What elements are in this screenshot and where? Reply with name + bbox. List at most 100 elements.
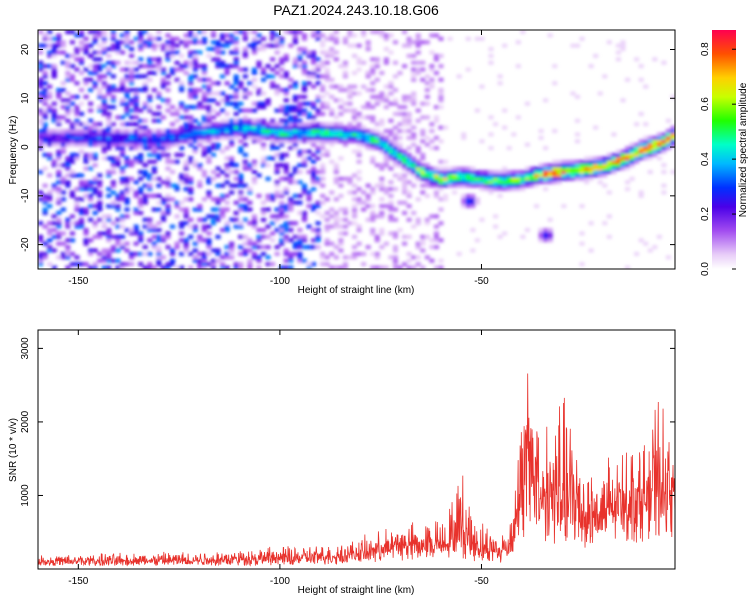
heatmap-cell [288,200,294,205]
heatmap-cell [197,122,203,127]
heatmap-cell [283,248,289,253]
heatmap-cell [65,163,71,168]
heatmap-cell [242,33,248,38]
heatmap-cell [438,258,444,263]
heatmap-cell [292,60,298,65]
heatmap-cell [306,224,312,229]
heatmap-cell [388,132,394,137]
heatmap-cell [361,139,367,144]
heatmap-cell [411,224,417,229]
heatmap-cell [301,67,308,72]
heatmap-cell [311,187,317,192]
heatmap-cell [251,245,257,250]
heatmap-cell [183,207,189,212]
heatmap-cell [165,193,171,198]
heatmap-cell [78,210,85,215]
heatmap-cell [397,146,403,151]
heatmap-cell [233,30,239,35]
heatmap-cell [456,176,462,181]
heatmap-cell [160,115,166,120]
heatmap-cell [311,166,317,171]
heatmap-cell [556,159,562,164]
heatmap-cell [292,221,298,226]
heatmap-cell [156,183,162,188]
heatmap-cell [351,221,358,226]
heatmap-cell [179,265,185,269]
heatmap-cell [324,139,330,144]
heatmap-cell [210,108,217,113]
heatmap-cell [424,142,430,147]
heatmap-cell [88,156,94,161]
heatmap-cell [415,33,421,38]
heatmap-cell [574,43,581,48]
heatmap-cell [301,132,308,137]
heatmap-cell [297,122,303,127]
heatmap-cell [411,125,417,130]
heatmap-cell [101,146,107,151]
heatmap-cell [279,241,285,246]
heatmap-cell [56,142,62,147]
heatmap-cell [320,169,326,174]
heatmap-cell [169,262,176,267]
heatmap-cell [129,135,135,140]
heatmap-cell [620,156,626,161]
heatmap-cell [188,217,194,222]
heatmap-cell [288,129,294,134]
heatmap-cell [133,67,139,72]
heatmap-cell [220,149,226,154]
heatmap-cell [233,88,239,93]
heatmap-cell [210,132,217,137]
heatmap-cell [342,210,348,215]
heatmap-cell [383,156,389,161]
heatmap-cell [51,214,57,219]
heatmap-cell [147,108,153,113]
heatmap-cell [92,204,98,209]
heatmap-cell [238,67,244,72]
heatmap-cell [433,234,439,239]
heatmap-cell [242,129,248,134]
heatmap-cell [74,129,80,134]
heatmap-cell [342,217,348,222]
heatmap-cell [78,149,85,154]
heatmap-cell [406,166,412,171]
heatmap-cell [65,139,71,144]
heatmap-cell [238,108,244,113]
heatmap-cell [447,183,453,188]
heatmap-cell [629,146,635,151]
heatmap-cell [565,163,571,168]
heatmap-cell [615,50,621,55]
heatmap-cell [260,101,267,106]
heatmap-cell [101,101,107,106]
heatmap-cell [220,169,226,174]
heatmap-cell [56,221,62,226]
heatmap-cell [306,50,312,55]
heatmap-cell [256,64,262,69]
heatmap-cell [324,53,330,58]
heatmap-cell [406,217,412,222]
heatmap-cell [351,33,358,38]
heatmap-cell [192,60,198,65]
heatmap-cell [83,77,89,82]
heatmap-cell [56,197,62,202]
heatmap-cell [338,193,344,198]
heatmap-cell [47,190,53,195]
heatmap-cell [160,214,166,219]
heatmap-cell [188,139,194,144]
heatmap-cell [160,255,166,260]
heatmap-cell [351,197,358,202]
heatmap-cell [238,176,244,181]
heatmap-cell [78,180,85,185]
heatmap-cell [160,238,166,243]
heatmap-cell [461,176,467,181]
heatmap-cell [483,169,490,174]
heatmap-cell [543,98,549,103]
heatmap-cell [106,248,112,253]
heatmap-cell [347,135,353,140]
heatmap-cell [92,139,98,144]
heatmap-cell [602,163,608,168]
heatmap-cell [106,251,112,256]
heatmap-cell [593,53,599,58]
heatmap-cell [188,50,194,55]
heatmap-cell [556,173,562,178]
